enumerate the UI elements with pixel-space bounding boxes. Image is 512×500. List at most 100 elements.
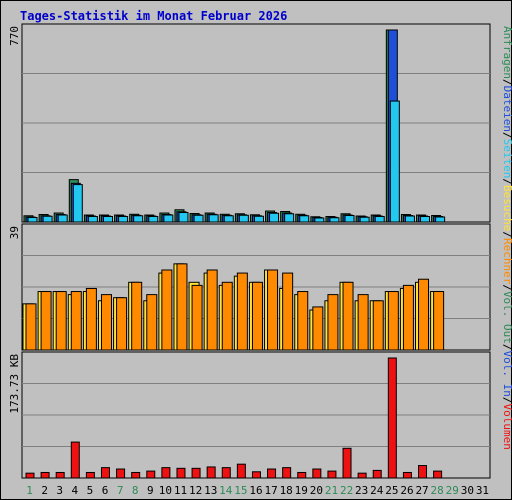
legend-seiten: Seiten <box>501 139 512 179</box>
bar-seiten-day-12 <box>193 214 204 223</box>
bar-seiten-day-1 <box>27 217 38 223</box>
x-label-day-27: 27 <box>415 484 428 497</box>
x-label-day-2: 2 <box>41 484 48 497</box>
bar-volumen-day-4 <box>70 441 80 479</box>
bar-volumen-day-26 <box>402 471 412 479</box>
bar-rechner-day-10 <box>161 269 173 351</box>
bar-volumen-day-20 <box>312 468 322 479</box>
legend-besuche: Besuche <box>501 185 512 231</box>
bar-volumen-day-28 <box>433 470 443 479</box>
bar-rechner-day-13 <box>206 269 218 351</box>
bar-rechner-day-16 <box>251 281 263 351</box>
bar-volumen-day-1 <box>25 472 35 479</box>
x-label-day-13: 13 <box>204 484 217 497</box>
bar-seiten-day-3 <box>57 214 68 223</box>
chart-panels: 770 39 173.73 KB <box>8 23 491 479</box>
x-label-day-14: 14 <box>219 484 233 497</box>
bar-seiten-day-18 <box>284 213 295 223</box>
bar-seiten-day-25 <box>389 100 400 223</box>
bar-seiten-day-6 <box>102 216 113 223</box>
bar-rechner-day-23 <box>357 294 369 351</box>
x-label-day-21: 21 <box>325 484 338 497</box>
bar-seiten-day-7 <box>118 216 129 223</box>
bar-seiten-day-24 <box>374 216 385 223</box>
bar-rechner-day-20 <box>312 306 324 351</box>
bar-rechner-day-17 <box>267 269 279 351</box>
bar-volumen-day-10 <box>161 467 171 479</box>
bar-seiten-day-11 <box>178 212 189 223</box>
bar-seiten-day-5 <box>87 216 98 223</box>
x-axis-labels: 1 2 3 4 5 6 7 8 9 10 11 12 13 14 15 16 17 18 19 20 21 22 23 24 2… <box>26 484 489 497</box>
x-label-day-17: 17 <box>264 484 277 497</box>
legend-separator: / <box>501 178 512 185</box>
x-label-day-7: 7 <box>117 484 124 497</box>
x-label-day-26: 26 <box>400 484 413 497</box>
x-label-day-24: 24 <box>370 484 384 497</box>
bar-rechner-day-2 <box>40 291 52 351</box>
bar-volumen-day-21 <box>327 470 337 479</box>
x-label-day-22: 22 <box>340 484 353 497</box>
x-label-day-8: 8 <box>132 484 139 497</box>
x-label-day-19: 19 <box>295 484 308 497</box>
bar-volumen-day-19 <box>297 471 307 479</box>
panel-visits-max-label: 39 <box>8 226 21 239</box>
bar-rechner-day-18 <box>282 272 294 351</box>
legend-volout: Vol. Out <box>501 291 512 344</box>
bar-seiten-day-9 <box>148 216 159 223</box>
bar-volumen-day-2 <box>40 471 50 479</box>
bar-seiten-day-28 <box>435 216 446 223</box>
bar-volumen-day-11 <box>176 467 186 479</box>
panel-requests: 770 <box>8 23 491 223</box>
legend-text: Anfragen/Dateien/Seiten/Besuche/Rechner/… <box>501 26 512 450</box>
x-label-day-1: 1 <box>26 484 33 497</box>
bar-rechner-day-8 <box>131 281 143 351</box>
bar-rechner-day-19 <box>297 291 309 351</box>
bar-rechner-day-7 <box>116 297 128 351</box>
bar-volumen-day-9 <box>146 470 156 479</box>
x-label-day-25: 25 <box>385 484 398 497</box>
bar-rechner-day-6 <box>100 294 112 351</box>
x-label-day-30: 30 <box>461 484 474 497</box>
bar-volumen-day-27 <box>418 465 428 479</box>
x-label-day-16: 16 <box>249 484 262 497</box>
x-label-day-31: 31 <box>476 484 489 497</box>
bar-seiten-day-19 <box>299 215 310 223</box>
x-label-day-5: 5 <box>87 484 94 497</box>
x-label-day-28: 28 <box>431 484 444 497</box>
bar-volumen-day-22 <box>342 447 352 479</box>
x-label-day-4: 4 <box>72 484 79 497</box>
bar-rechner-day-15 <box>236 272 248 351</box>
bar-rechner-day-5 <box>85 287 97 351</box>
x-label-day-29: 29 <box>446 484 459 497</box>
bar-seiten-day-13 <box>208 214 219 223</box>
bar-volumen-day-14 <box>221 467 231 479</box>
bar-seiten-day-23 <box>359 216 370 223</box>
bar-seiten-day-20 <box>314 217 325 223</box>
bar-volumen-day-17 <box>267 468 277 479</box>
chart-title: Tages-Statistik im Monat Februar 2026 <box>20 9 287 23</box>
x-label-day-6: 6 <box>102 484 109 497</box>
bar-volumen-day-5 <box>85 471 95 479</box>
legend-volin: Vol. In <box>501 351 512 397</box>
bar-seiten-day-14 <box>223 215 234 223</box>
bar-rechner-day-21 <box>327 294 339 351</box>
legend-rechner: Rechner <box>501 238 512 285</box>
bar-rechner-day-24 <box>372 300 384 351</box>
bar-seiten-day-26 <box>404 215 415 223</box>
bar-rechner-day-26 <box>402 284 414 351</box>
legend-separator: / <box>501 79 512 86</box>
bar-rechner-day-12 <box>191 284 203 351</box>
bar-volumen-day-24 <box>372 469 382 479</box>
x-label-day-20: 20 <box>310 484 323 497</box>
bar-volumen-day-18 <box>282 467 292 479</box>
x-label-day-3: 3 <box>56 484 63 497</box>
legend-separator: / <box>501 284 512 291</box>
bar-rechner-day-28 <box>433 291 445 351</box>
bar-rechner-day-1 <box>25 303 37 351</box>
bar-volumen-day-8 <box>131 471 141 479</box>
panel-volume-max-label: 173.73 KB <box>8 354 21 414</box>
legend-right: Anfragen/Dateien/Seiten/Besuche/Rechner/… <box>501 26 512 450</box>
legend-anfragen: Anfragen <box>501 26 512 79</box>
x-label-day-15: 15 <box>234 484 247 497</box>
